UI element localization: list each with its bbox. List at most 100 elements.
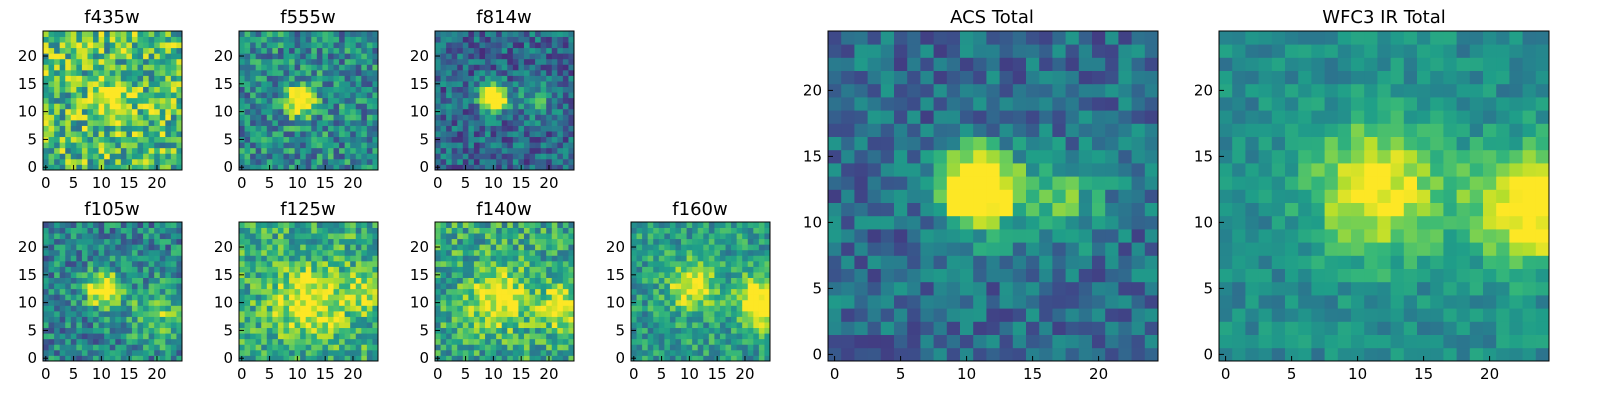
heatmap-cell [731,344,738,351]
heatmap-cell [719,238,726,245]
heatmap-cell [631,349,637,356]
heatmap-cell [261,42,268,49]
heatmap-cell [305,136,312,143]
heatmap-cell [81,119,88,126]
heatmap-cell [725,249,732,256]
heatmap-cell [747,338,754,345]
heatmap-cell [316,153,323,160]
heatmap-cell [339,322,346,329]
heatmap-cell [176,97,183,104]
heatmap-cell [250,53,257,60]
heatmap-cell [316,227,323,234]
heatmap-cell [316,294,323,301]
heatmap-cell [143,103,150,110]
heatmap-cell [126,131,133,138]
heatmap-cell [98,114,105,121]
heatmap-cell [305,283,312,290]
heatmap-cell [1065,189,1080,203]
heatmap-cell [104,125,111,132]
heatmap-cell [551,238,558,245]
heatmap-cell [54,338,61,345]
heatmap-cell [81,131,88,138]
heatmap-cell [43,119,49,126]
heatmap-cell [512,338,519,345]
heatmap-cell [120,349,127,356]
heatmap-cell [535,310,542,317]
heatmap-cell [355,299,362,306]
heatmap-cell [93,316,99,323]
heatmap-cell [697,344,704,351]
heatmap-cell [999,295,1014,309]
heatmap-cell [98,69,105,76]
heatmap-cell [266,119,273,126]
heatmap-cell [1144,189,1159,203]
heatmap-cell [255,158,262,165]
heatmap-cell [65,283,72,290]
heatmap-cell [361,333,368,340]
heatmap-cell [894,176,908,190]
heatmap-cell [568,64,575,71]
heatmap-cell [529,125,536,132]
heatmap-cell [165,349,172,356]
heatmap-cell [703,272,710,278]
heatmap-cell [126,299,133,306]
heatmap-cell [647,333,654,340]
heatmap-cell [250,31,257,37]
heatmap-cell [636,338,643,345]
heatmap-cell [546,97,553,104]
heatmap-cell [126,58,133,65]
heatmap-cell [457,103,464,110]
heatmap-cell [642,322,649,329]
heatmap-cell [435,294,441,301]
heatmap-cell [435,103,441,110]
heatmap-cell [986,149,1000,164]
heatmap-cell [496,333,503,340]
heatmap-cell [65,349,72,356]
heatmap-cell [109,322,116,329]
heatmap-cell [255,288,262,295]
heatmap-cell [65,164,72,171]
heatmap-cell [289,344,295,351]
heatmap-cell [867,295,882,309]
heatmap-cell [457,338,464,345]
heatmap-cell [973,255,987,269]
heatmap-cell [165,333,172,340]
heatmap-cell [65,294,72,301]
heatmap-cell [446,294,453,301]
heatmap-cell [165,119,172,126]
heatmap-cell [98,158,105,165]
heatmap-cell [457,142,464,149]
heatmap-cell [568,31,575,37]
heatmap-cell [742,255,749,262]
heatmap-cell [507,142,514,149]
heatmap-cell [115,310,122,317]
heatmap-cell [154,288,161,295]
heatmap-cell [973,334,987,349]
heatmap-cell [725,294,732,301]
heatmap-cell [535,272,542,278]
heatmap-cell [999,347,1014,362]
heatmap-cell [98,249,105,256]
heatmap-cell [697,338,704,345]
heatmap-cell [81,58,88,65]
heatmap-cell [154,131,161,138]
heatmap-cell [973,242,987,256]
heatmap-cell [109,260,116,267]
heatmap-cell [59,349,66,356]
heatmap-cell [867,281,882,296]
heatmap-cell [283,164,290,171]
heatmap-cell [104,131,111,138]
heatmap-cell [473,338,480,345]
heatmap-cell [692,305,699,312]
heatmap-cell [115,294,122,301]
heatmap-cell [98,108,105,115]
heatmap-cell [647,283,654,290]
heatmap-cell [316,299,323,306]
heatmap-cell [758,266,765,273]
heatmap-cell [137,36,144,43]
heatmap-cell [731,272,738,278]
heatmap-cell [239,36,245,43]
heatmap-cell [490,222,497,228]
heatmap-cell [154,249,161,256]
heatmap-cell [87,81,94,87]
